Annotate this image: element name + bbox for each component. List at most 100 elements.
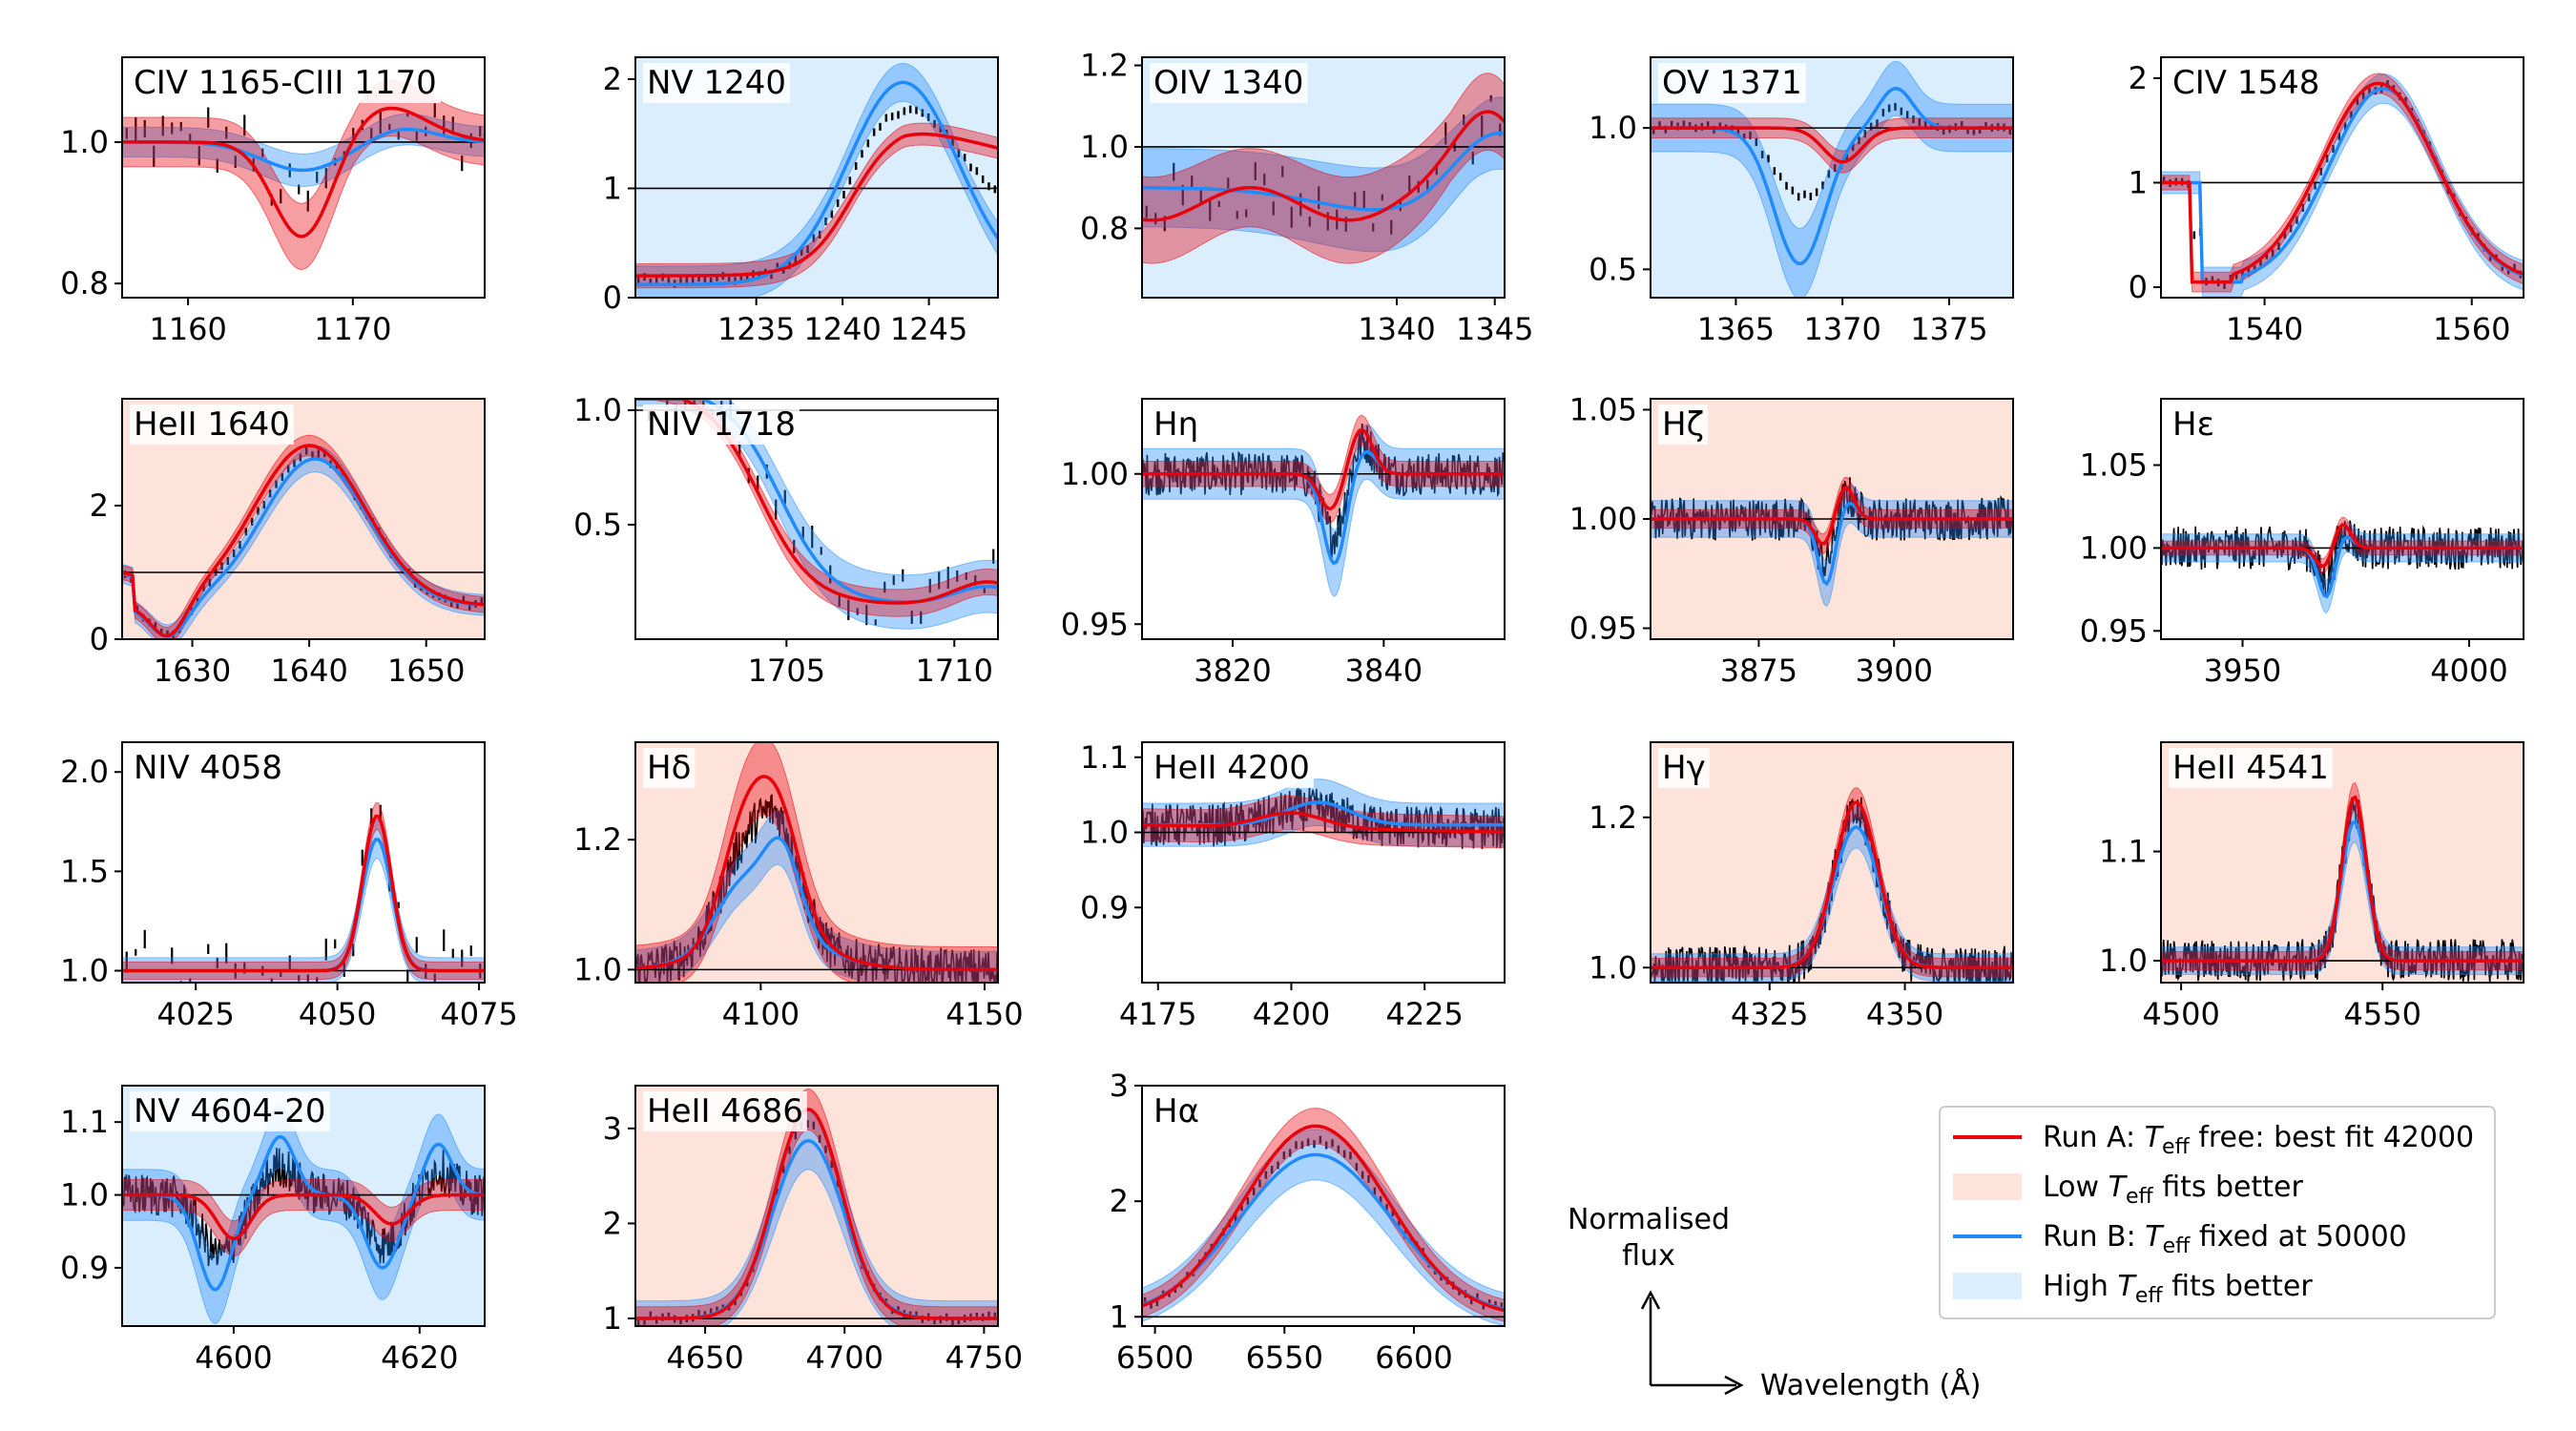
x-tick-label: 6500 xyxy=(1116,1339,1194,1376)
legend-label: Low Teff fits better xyxy=(2043,1171,2304,1209)
panel-title: Hδ xyxy=(647,749,691,787)
y-tick-label: 0.9 xyxy=(1080,889,1129,925)
panel-title: HeII 4200 xyxy=(1153,749,1310,787)
panel-title: CIV 1548 xyxy=(2172,64,2319,102)
panel-frame xyxy=(1141,56,1506,299)
panel-frame xyxy=(1141,1085,1506,1327)
panel-title-box xyxy=(1150,404,1203,445)
x-tick-label: 4000 xyxy=(2430,653,2507,689)
run-a-model-line xyxy=(1142,811,1505,835)
run-a-model-line xyxy=(1651,486,2013,546)
y-tick-label: 1.5 xyxy=(60,853,109,889)
panel-14: HeII 4541 4500 4550 1.0 1.1 xyxy=(2099,741,2524,1032)
panel-title: NV 1240 xyxy=(647,64,786,102)
panel-plot-area xyxy=(635,742,998,983)
panel-title-box xyxy=(1150,63,1308,103)
observed-spectrum xyxy=(636,105,997,288)
y-tick-label: 1.0 xyxy=(2099,943,2148,979)
panel-17: Hα 6500 6550 6600 1 2 3 xyxy=(1110,1068,1506,1376)
y-tick-label: 1 xyxy=(603,170,622,206)
observed-trace xyxy=(1651,797,2013,983)
y-tick-label: 0.95 xyxy=(1569,611,1637,647)
run-a-uncertainty-band xyxy=(1651,117,2013,174)
y-tick-label: 2 xyxy=(603,1205,622,1241)
run-a-uncertainty-band xyxy=(122,434,485,639)
x-tick-label: 4050 xyxy=(299,996,376,1032)
x-tick-label: 4350 xyxy=(1866,996,1943,1032)
panel-3: OV 1371 1365 1370 1375 0.5 1.0 xyxy=(1589,56,2014,347)
run-a-model-line xyxy=(635,775,998,972)
x-tick-label: 1375 xyxy=(1910,311,1987,347)
panel-plot-area xyxy=(2161,516,2524,613)
x-tick-label: 4075 xyxy=(440,996,517,1032)
y-tick-label: 2 xyxy=(2129,60,2148,96)
x-tick-label: 1170 xyxy=(314,311,391,347)
x-tick-label: 3820 xyxy=(1194,653,1271,689)
observed-trace xyxy=(1142,786,1505,850)
panel-frame xyxy=(2160,741,2524,984)
y-tick-label: 1.00 xyxy=(1061,456,1129,492)
y-tick-label: 1 xyxy=(2129,164,2148,200)
x-tick-label: 1240 xyxy=(803,311,881,347)
panel-plot-area xyxy=(1142,778,1505,850)
panel-plot-area xyxy=(2161,781,2524,983)
y-tick-label: 0.95 xyxy=(2080,612,2148,649)
x-tick-label: 4650 xyxy=(666,1339,743,1376)
y-tick-label: 1.2 xyxy=(1589,799,1637,836)
axes-annotation: Normalised flux Wavelength (Å) xyxy=(1568,1203,1981,1402)
y-tick-label: 2 xyxy=(90,487,109,524)
x-tick-label: 1705 xyxy=(748,653,825,689)
annotation-up-arrow-head xyxy=(1640,1290,1661,1310)
run-a-model-line xyxy=(1142,110,1505,222)
panel-title-box xyxy=(1658,63,1806,103)
panel-plot-area xyxy=(1651,60,2013,298)
run-b-uncertainty-band xyxy=(635,810,998,983)
panel-title-box xyxy=(1658,404,1709,445)
run-b-model-line xyxy=(635,80,998,287)
run-a-model-line xyxy=(635,132,998,278)
panel-title: OV 1371 xyxy=(1662,64,1802,102)
panel-title: CIV 1165-CIII 1170 xyxy=(134,64,437,102)
panel-title: HeII 1640 xyxy=(134,405,290,444)
annotation-xlabel: Wavelength (Å) xyxy=(1760,1368,1981,1402)
panel-frame xyxy=(2160,398,2524,640)
y-tick-label: 2.0 xyxy=(60,754,109,790)
run-b-uncertainty-band xyxy=(1142,96,1505,253)
y-tick-label: 1.0 xyxy=(1080,129,1129,165)
run-a-model-line xyxy=(1142,427,1505,510)
run-a-uncertainty-band xyxy=(1651,476,2013,554)
x-tick-label: 4500 xyxy=(2142,996,2219,1032)
panel-4: CIV 1548 1540 1560 0 1 2 xyxy=(2129,56,2524,347)
run-a-model-line xyxy=(1651,800,2013,970)
y-tick-label: 1.0 xyxy=(1589,949,1637,985)
panel-frame xyxy=(634,1085,999,1327)
run-b-uncertainty-band xyxy=(2161,800,2524,975)
y-tick-label: 1.1 xyxy=(60,1104,109,1140)
panel-background xyxy=(1142,399,1505,639)
y-tick-label: 1.00 xyxy=(2080,529,2148,566)
y-tick-label: 1.05 xyxy=(1569,391,1637,427)
x-tick-label: 3900 xyxy=(1856,653,1933,689)
panel-plot-area xyxy=(2161,73,2524,298)
legend-label: Run B: Teff fixed at 50000 xyxy=(2043,1220,2407,1258)
run-b-model-line xyxy=(122,1134,485,1292)
run-b-uncertainty-band xyxy=(1142,1129,1505,1326)
panel-title: Hα xyxy=(1153,1092,1199,1130)
run-a-model-line xyxy=(122,444,485,638)
panel-frame xyxy=(121,56,486,299)
y-tick-label: 0.5 xyxy=(1589,251,1637,287)
y-tick-label: 1.00 xyxy=(1569,501,1637,537)
run-b-uncertainty-band xyxy=(122,819,485,983)
run-b-uncertainty-band xyxy=(122,1105,485,1325)
panel-frame xyxy=(121,1085,486,1327)
panel-15: NV 4604-20 4600 4620 0.9 1.0 1.1 xyxy=(60,1085,486,1376)
x-tick-label: 1640 xyxy=(270,653,347,689)
panel-title-box xyxy=(2169,748,2333,788)
x-tick-label: 3840 xyxy=(1345,653,1423,689)
y-tick-label: 3 xyxy=(603,1110,622,1147)
x-tick-label: 1560 xyxy=(2433,311,2510,347)
run-a-model-line xyxy=(122,814,485,973)
panel-0: CIV 1165-CIII 1170 1160 1170 0.8 1.0 xyxy=(60,56,486,347)
panel-background xyxy=(1651,742,2013,983)
